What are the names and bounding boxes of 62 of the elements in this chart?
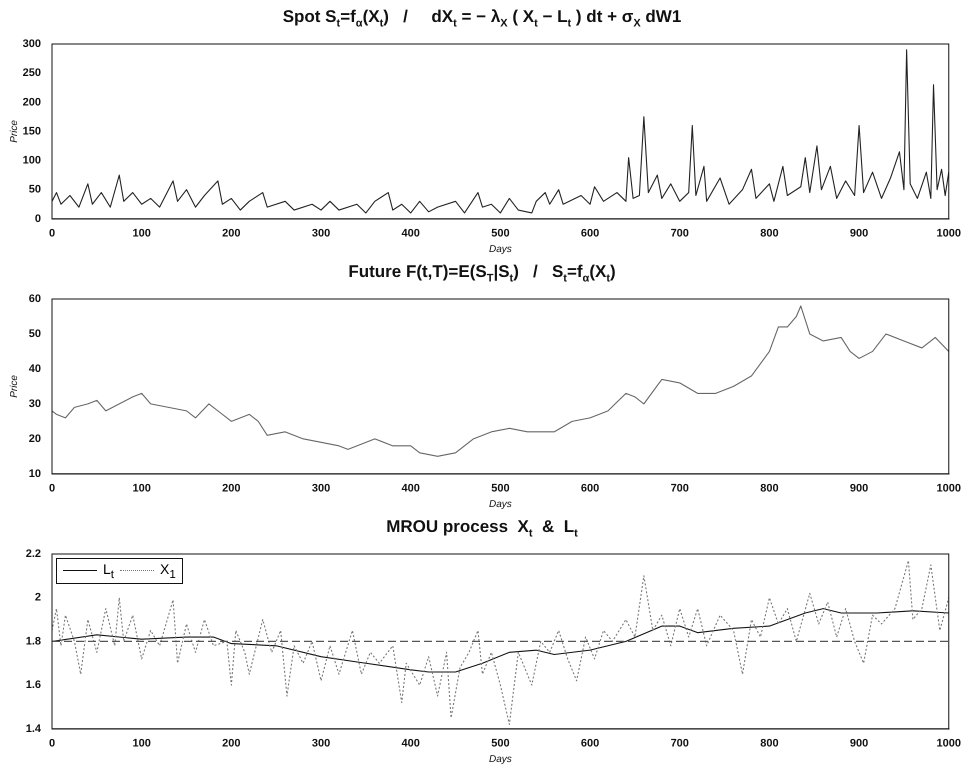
x-tick-label: 800 [760,227,779,240]
x-axis-title: Days [488,498,512,510]
x-tick-label: 400 [402,737,420,750]
y-tick-label: 300 [22,38,41,50]
y-tick-label: 10 [28,468,41,480]
x-tick-label: 200 [222,737,241,750]
x-tick-label: 700 [670,737,689,750]
x-tick-label: 100 [132,737,151,750]
y-tick-label: 250 [22,67,41,80]
y-tick-label: 100 [22,154,41,167]
x-tick-label: 1000 [936,482,962,494]
x-tick-label: 100 [132,227,151,240]
x-axis-title: Days [488,754,512,765]
y-tick-label: 1.6 [26,679,41,692]
x-tick-label: 600 [580,227,600,240]
x-tick-label: 300 [312,737,330,750]
chart-title: Future F(t,T)=E(S$_{T}$|S$_{t}$) / S$_{t}$=f$_{α}$(X$_{t}$) [348,262,616,284]
y-tick-label: 2.2 [26,548,41,560]
line-series [52,560,949,725]
y-tick-label: 150 [22,125,41,138]
y-tick-label: 40 [28,362,41,375]
x-tick-label: 800 [760,482,779,494]
chart-title: Spot S$_{t}$=f$_{α}$(X$_{t}$) / dX$_{t}$ = − λ$_{X}$ ( X$_{t}$ − L$_{t}$ ) dt + σ$_{X}$ dW1 [282,7,682,30]
y-tick-label: 50 [28,328,41,340]
x-tick-label: 1000 [936,737,962,750]
legend-label: L$_{t}$ [103,561,114,581]
x-tick-label: 0 [48,482,56,494]
x-tick-label: 500 [491,227,510,240]
x-tick-label: 900 [850,227,868,240]
x-tick-label: 700 [670,227,689,240]
x-tick-label: 800 [760,737,779,750]
x-tick-label: 100 [132,482,151,494]
y-tick-label: 200 [22,96,41,108]
y-axis-title: Price [8,120,20,143]
y-axis-title: Price [8,374,20,398]
x-tick-label: 0 [48,737,56,750]
x-tick-label: 900 [850,482,868,494]
x-tick-label: 200 [222,482,241,494]
y-tick-label: 60 [28,293,41,306]
x-tick-label: 900 [850,737,868,750]
x-tick-label: 0 [48,227,56,240]
x-tick-label: 600 [580,737,600,750]
x-tick-label: 400 [402,482,420,494]
x-tick-label: 600 [580,482,600,494]
x-tick-label: 300 [312,227,330,240]
x-tick-label: 500 [491,482,510,494]
y-tick-label: 1.4 [26,722,42,735]
x-tick-label: 300 [312,482,330,494]
y-tick-label: 20 [28,432,41,445]
x-tick-label: 500 [491,737,510,750]
x-tick-label: 1000 [936,227,962,240]
x-axis-title: Days [488,244,512,255]
x-tick-label: 700 [670,482,689,494]
chart-title: MROU process X$_{t}$ & L$_{t}$ [385,516,579,542]
x-tick-label: 400 [402,227,420,240]
x-tick-label: 200 [222,227,241,240]
y-tick-label: 30 [28,398,41,410]
y-tick-label: 0 [34,212,41,225]
y-tick-label: 1.8 [26,635,41,648]
legend-label: X$_{1}$ [160,561,176,581]
y-tick-label: 2 [34,592,41,604]
y-tick-label: 50 [28,184,41,196]
